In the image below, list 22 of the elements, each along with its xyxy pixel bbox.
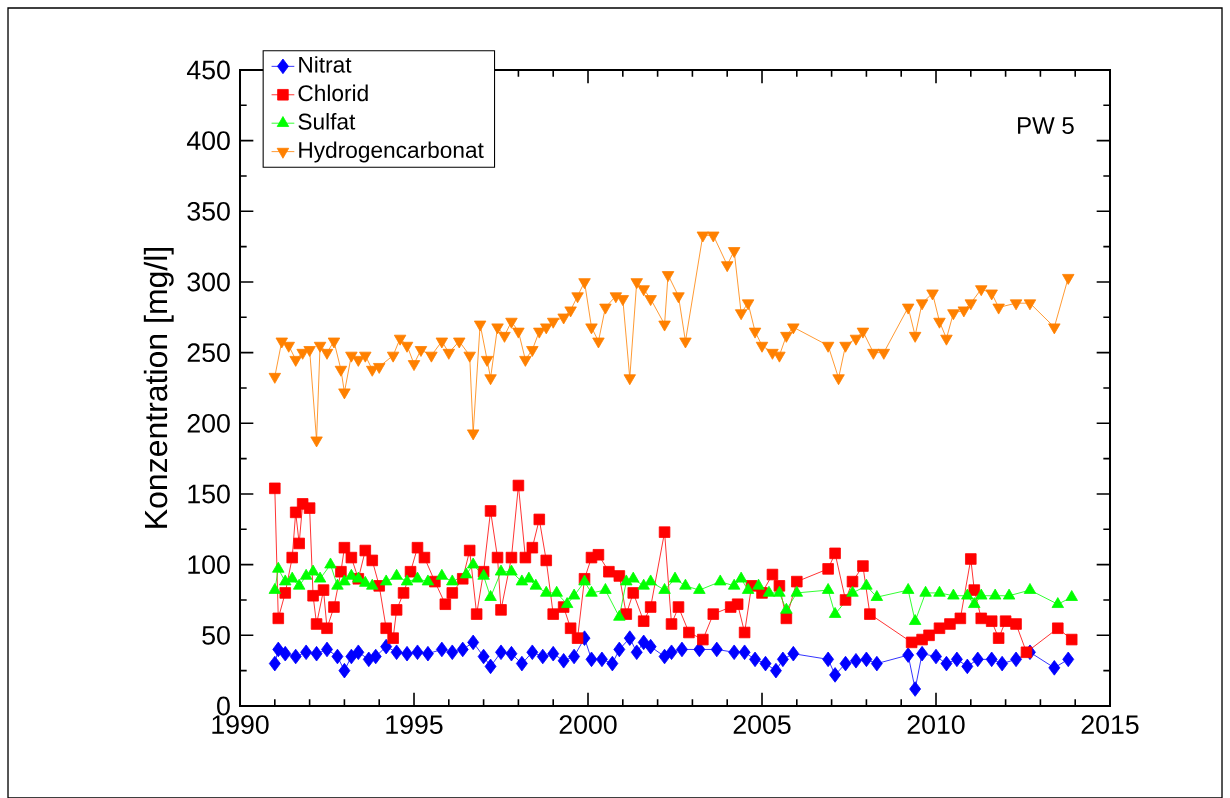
y-tick-label: 300 [187,272,230,292]
y-axis-title: Konzentration [mg/l] [143,248,174,528]
y-tick-label: 0 [217,696,230,716]
y-tick-label: 50 [202,625,230,645]
y-tick-label: 450 [186,60,230,80]
y-tick-label: 150 [188,484,230,504]
legend-label: Sulfat [298,112,356,130]
annotation: PW 5 [1018,117,1074,135]
y-tick-label: 350 [187,201,230,221]
y-tick-label: 100 [188,555,230,575]
legend-label: Chlorid [298,84,368,102]
y-tick-label: 250 [187,343,230,363]
x-tick-label: 1990 [212,715,269,735]
legend-label: Nitrat [299,56,352,73]
x-tick-label: 2005 [733,715,791,735]
legend-label: Hydrogencarbonat [299,141,484,163]
x-tick-label: 1995 [386,715,443,735]
x-tick-label: 2000 [559,715,617,735]
x-tick-label: 2015 [1081,715,1139,735]
y-tick-label: 200 [187,413,230,433]
y-tick-label: 400 [186,131,230,151]
x-tick-label: 2010 [907,715,965,735]
